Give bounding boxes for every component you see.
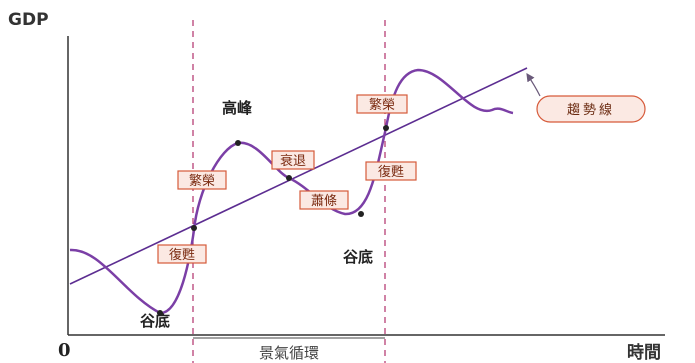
prosperity-box-right: 繁榮 [356,94,408,114]
recession-point [286,175,292,181]
trend-line-callout: 趨勢線 [536,95,646,123]
depression-box-text: 蕭條 [311,194,337,209]
trough-label-right: 谷底 [343,248,373,266]
depression-box: 蕭條 [299,190,349,210]
prosperity-box-left-text: 繁榮 [189,173,215,189]
recovery-point-left [191,225,197,231]
recovery-box-left: 復甦 [157,244,207,264]
peak-point [235,140,241,146]
prosperity-point-right [383,125,389,131]
trough-point-right [358,211,364,217]
trough-point-left [157,310,163,316]
business-cycle-curve [69,68,514,315]
trend-line-label: 趨勢線 [567,102,615,118]
origin-label: 0 [58,340,71,361]
trend-callout-arrow [526,73,541,97]
x-axis-label: 時間 [627,342,661,363]
recovery-box-left-text: 復甦 [169,247,195,263]
recovery-box-right-text: 復甦 [378,164,404,180]
prosperity-box-left: 繁榮 [177,170,227,190]
recession-box-text: 衰退 [280,153,306,169]
trough-label-left: 谷底 [140,312,170,330]
peak-label: 高峰 [222,99,253,117]
recession-box: 衰退 [271,150,315,170]
recovery-box-right: 復甦 [365,161,417,181]
y-axis-label: GDP [8,10,49,30]
business-cycle-label: 景氣循環 [259,344,319,362]
trend-line [69,67,528,285]
prosperity-box-right-text: 繁榮 [369,97,395,113]
